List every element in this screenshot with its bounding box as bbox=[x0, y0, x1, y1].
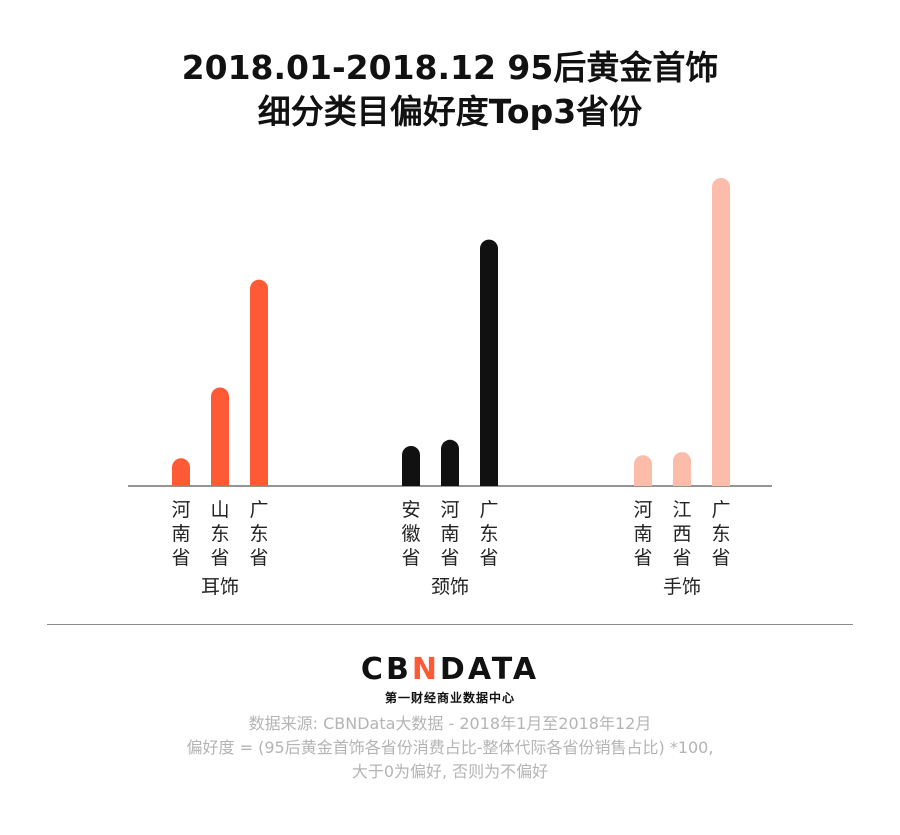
bar-0-2 bbox=[250, 279, 268, 486]
logo-tagline: 第一财经商业数据中心 bbox=[384, 691, 515, 705]
tick-label-1-1: 河南省 bbox=[440, 499, 459, 569]
group-label-2: 手饰 bbox=[663, 576, 701, 598]
tick-label-1-0: 安徽省 bbox=[401, 499, 420, 569]
chart-title-line1: 2018.01-2018.12 95后黄金首饰 bbox=[181, 48, 719, 87]
chart-title-line2: 细分类目偏好度Top3省份 bbox=[257, 92, 643, 131]
group-label-1: 颈饰 bbox=[431, 576, 469, 598]
tick-label-0-0: 河南省 bbox=[171, 499, 190, 569]
bar-2-2 bbox=[712, 178, 730, 486]
bar-1-0 bbox=[402, 445, 420, 486]
logo-prefix: CB bbox=[360, 652, 412, 687]
footer-divider bbox=[47, 624, 853, 625]
chart-title: 2018.01-2018.12 95后黄金首饰 细分类目偏好度Top3省份 bbox=[0, 46, 900, 134]
bar-1-1 bbox=[441, 439, 459, 486]
cbndata-logo: CBNDATA bbox=[0, 652, 900, 687]
logo-suffix: DATA bbox=[439, 652, 540, 687]
bar-2-1 bbox=[673, 452, 691, 486]
bar-0-1 bbox=[211, 387, 229, 486]
tick-label-0-2: 广东省 bbox=[249, 499, 268, 569]
tick-label-0-1: 山东省 bbox=[210, 499, 229, 569]
tick-label-2-1: 江西省 bbox=[672, 499, 691, 569]
formula-note: 偏好度 = (95后黄金首饰各省份消费占比-整体代际各省份销售占比) *100, bbox=[186, 738, 714, 757]
logo-accent: N bbox=[411, 652, 440, 687]
tick-label-2-2: 广东省 bbox=[711, 499, 730, 569]
bar-1-2 bbox=[480, 239, 498, 486]
footnotes: 数据来源: CBNData大数据 - 2018年1月至2018年12月 偏好度 … bbox=[0, 712, 900, 784]
group-label-0: 耳饰 bbox=[201, 576, 239, 598]
threshold-note: 大于0为偏好, 否则为不偏好 bbox=[351, 762, 549, 781]
tick-label-2-0: 河南省 bbox=[633, 499, 652, 569]
bar-2-0 bbox=[634, 455, 652, 486]
data-source-note: 数据来源: CBNData大数据 - 2018年1月至2018年12月 bbox=[248, 714, 652, 733]
tick-label-1-2: 广东省 bbox=[479, 499, 498, 569]
bar-0-0 bbox=[172, 458, 190, 486]
